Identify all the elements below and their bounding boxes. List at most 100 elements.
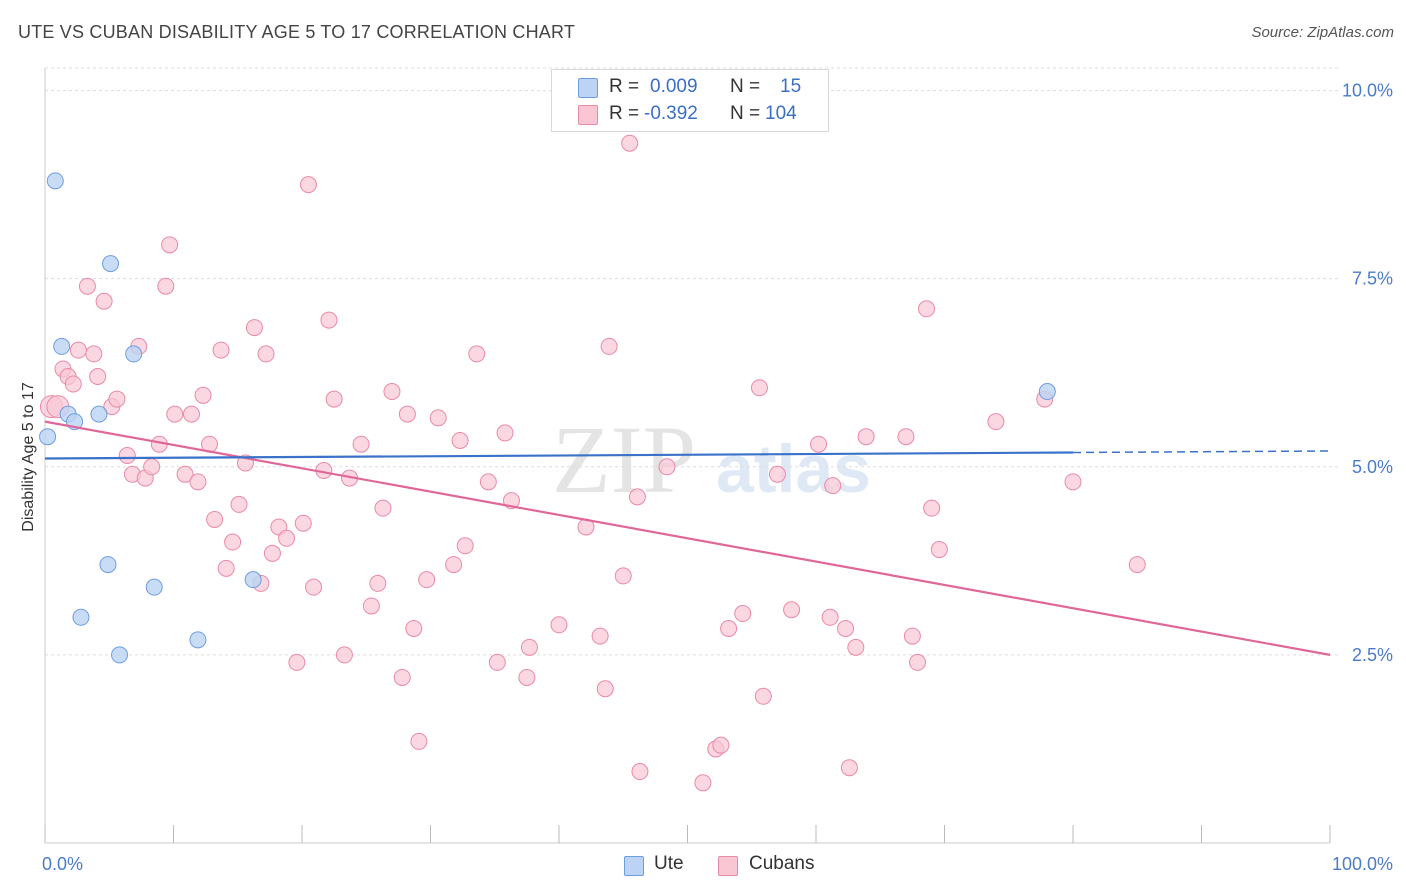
cubans-point <box>143 458 161 476</box>
cubans-point <box>212 341 230 359</box>
cubans-point <box>263 544 281 562</box>
cubans-point <box>909 653 927 671</box>
cubans-r-value: -0.392 <box>644 103 698 124</box>
cubans-point <box>847 638 865 656</box>
y-tick-label: 5.0% <box>1352 457 1393 477</box>
cubans-point <box>352 435 370 453</box>
cubans-point <box>712 736 730 754</box>
cubans-point <box>857 428 875 446</box>
cubans-point <box>398 405 416 423</box>
gridlines <box>45 67 1340 656</box>
cubans-n-value: 104 <box>765 103 797 124</box>
cubans-point <box>166 405 184 423</box>
cubans-point <box>520 638 538 656</box>
ute-point <box>46 172 64 190</box>
cubans-point <box>278 529 296 547</box>
source-credit: Source: ZipAtlas.com <box>1251 24 1394 41</box>
cubans-point <box>288 653 306 671</box>
cubans-point <box>95 292 113 310</box>
cubans-point <box>445 556 463 574</box>
cubans-point <box>418 571 436 589</box>
y-tick-label: 7.5% <box>1352 269 1393 289</box>
cubans-point <box>720 620 738 638</box>
ute-r-label: R = <box>609 76 640 97</box>
cubans-point <box>518 668 536 686</box>
bottom-ute-label: Ute <box>654 853 684 874</box>
x-tick-label: 100.0% <box>1332 854 1393 874</box>
cubans-point <box>631 763 649 781</box>
cubans-point <box>335 646 353 664</box>
ute-point <box>1038 383 1056 401</box>
cubans-point <box>108 390 126 408</box>
ute-r-value: 0.009 <box>650 76 698 97</box>
cubans-point <box>734 605 752 623</box>
ute-n-value: 15 <box>780 76 802 97</box>
cubans-point <box>824 477 842 495</box>
cubans-point <box>479 473 497 491</box>
cubans-point <box>930 541 948 559</box>
watermark-zip: ZIP <box>552 406 696 513</box>
cubans-point <box>768 465 786 483</box>
cubans-point <box>217 559 235 577</box>
ute-point <box>145 578 163 596</box>
cubans-point <box>383 383 401 401</box>
bottom-ute-swatch <box>624 856 644 876</box>
cubans-point <box>305 578 323 596</box>
x-tick-label: 0.0% <box>42 854 83 874</box>
legend-row-ute: R = 0.009 N = 15 <box>552 74 828 100</box>
cubans-point <box>374 499 392 517</box>
ute-trend-line <box>44 451 1074 460</box>
cubans-point <box>591 627 609 645</box>
cubans-point <box>194 386 212 404</box>
ute-point <box>102 255 120 273</box>
cubans-point <box>918 300 936 318</box>
watermark-atlas: atlas <box>716 431 871 507</box>
cubans-point <box>550 616 568 634</box>
cubans-point <box>182 405 200 423</box>
cubans-n-label: N = <box>730 103 761 124</box>
cubans-point <box>362 597 380 615</box>
cubans-point <box>496 424 514 442</box>
cubans-point <box>161 236 179 254</box>
trend-lines <box>44 420 1331 656</box>
cubans-point <box>224 533 242 551</box>
y-axis-label: Disability Age 5 to 17 <box>20 382 37 532</box>
ute-point <box>244 571 262 589</box>
watermark: ZIP atlas <box>552 406 871 513</box>
cubans-point <box>750 379 768 397</box>
cubans-point <box>64 375 82 393</box>
stats-legend: R = 0.009 N = 15 R = -0.392 N = 104 <box>551 69 829 132</box>
cubans-point <box>157 277 175 295</box>
cubans-point <box>468 345 486 363</box>
cubans-trend-line <box>44 420 1331 656</box>
ute-point <box>90 405 108 423</box>
cubans-point <box>78 277 96 295</box>
cubans-point <box>903 627 921 645</box>
cubans-point <box>429 409 447 427</box>
cubans-point <box>369 574 387 592</box>
ute-point <box>53 337 71 355</box>
ute-swatch <box>578 78 598 98</box>
axes <box>44 68 1331 844</box>
cubans-point <box>628 488 646 506</box>
cubans-point <box>85 345 103 363</box>
cubans-points <box>39 134 1146 792</box>
cubans-point <box>69 341 87 359</box>
ute-point <box>39 428 57 446</box>
cubans-point <box>754 687 772 705</box>
cubans-point <box>840 759 858 777</box>
cubans-point <box>1128 556 1146 574</box>
tick-labels: 2.5% 5.0% 7.5% 10.0% 0.0% 100.0% <box>42 81 1393 874</box>
legend-row-cubans: R = -0.392 N = 104 <box>552 101 828 127</box>
chart-title: UTE VS CUBAN DISABILITY AGE 5 TO 17 CORR… <box>18 22 576 42</box>
ute-point <box>111 646 129 664</box>
cubans-point <box>837 620 855 638</box>
cubans-point <box>176 465 194 483</box>
cubans-point <box>1064 473 1082 491</box>
y-tick-label: 2.5% <box>1352 645 1393 665</box>
cubans-point <box>257 345 275 363</box>
cubans-point <box>118 447 136 464</box>
cubans-r-label: R = <box>609 103 640 124</box>
cubans-point <box>189 473 207 491</box>
